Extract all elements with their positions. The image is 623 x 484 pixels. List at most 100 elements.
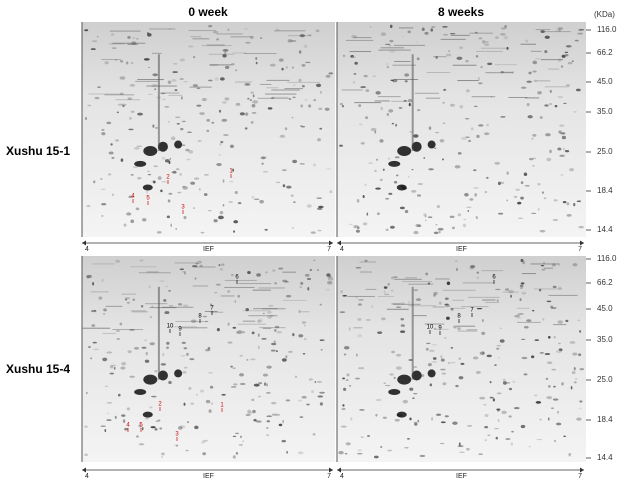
gel-streak bbox=[378, 49, 411, 51]
row-label: Xushu 15-4 bbox=[6, 362, 70, 376]
gel-spot bbox=[128, 128, 134, 131]
gel-streak bbox=[112, 329, 144, 331]
gel-spot bbox=[544, 104, 549, 107]
gel-spot bbox=[115, 259, 121, 263]
gel-spot bbox=[528, 71, 532, 75]
gel-spot bbox=[492, 398, 495, 402]
gel-spot bbox=[168, 305, 174, 307]
gel-spot bbox=[249, 99, 252, 101]
gel-spot bbox=[166, 215, 170, 219]
gel-spot bbox=[171, 171, 177, 174]
gel-spot bbox=[173, 170, 176, 174]
gel-spot bbox=[521, 356, 528, 360]
gel-spot bbox=[208, 371, 213, 374]
gel-spot bbox=[282, 184, 286, 188]
gel-spot bbox=[495, 436, 499, 440]
mw-label: 18.4 bbox=[597, 186, 613, 195]
gel-spot bbox=[314, 380, 317, 384]
gel-spot bbox=[238, 444, 244, 446]
spot-label: 8 bbox=[457, 314, 461, 320]
gel-spot bbox=[481, 331, 486, 335]
gel-spot bbox=[375, 91, 381, 95]
gel-spot bbox=[539, 418, 542, 421]
gel-spot bbox=[216, 327, 220, 332]
gel-streak bbox=[180, 327, 208, 329]
gel-spot bbox=[567, 61, 573, 65]
gel-spot bbox=[343, 387, 347, 391]
gel-spot bbox=[148, 285, 151, 289]
gel-spot bbox=[495, 36, 499, 40]
gel-spot bbox=[201, 97, 207, 102]
gel-spot bbox=[442, 26, 448, 28]
gel-streak bbox=[265, 93, 297, 95]
gel-spot bbox=[278, 58, 284, 62]
gel-spot bbox=[176, 444, 179, 447]
gel-spot bbox=[396, 411, 407, 418]
gel-spot bbox=[454, 260, 458, 262]
gel-spot bbox=[433, 291, 438, 295]
gel-streak bbox=[259, 327, 286, 329]
gel-spot bbox=[253, 418, 257, 422]
gel-streak bbox=[517, 321, 541, 323]
gel-spot bbox=[499, 339, 505, 343]
gel-spot bbox=[526, 103, 530, 107]
gel-spot bbox=[383, 382, 386, 384]
gel-spot bbox=[413, 365, 418, 368]
gel-spot bbox=[404, 73, 410, 77]
gel-spot bbox=[179, 58, 186, 62]
gel-spot bbox=[135, 207, 140, 211]
gel-streak bbox=[391, 303, 401, 305]
gel-spot bbox=[397, 146, 412, 156]
gel-streak bbox=[115, 99, 141, 101]
gel-streak bbox=[345, 39, 374, 41]
gel-streak bbox=[404, 277, 418, 279]
gel-spot bbox=[357, 303, 362, 306]
gel-spot bbox=[111, 47, 117, 50]
gel-spot bbox=[134, 160, 147, 167]
gel-spot bbox=[101, 215, 104, 217]
mw-label: 18.4 bbox=[597, 415, 613, 424]
gel-spot bbox=[235, 432, 240, 435]
gel-spot bbox=[270, 97, 275, 99]
gel-spot bbox=[523, 326, 529, 329]
gel-streak bbox=[210, 311, 224, 313]
gel-spot bbox=[231, 273, 234, 277]
gel-spot bbox=[327, 276, 332, 278]
gel-spot bbox=[385, 62, 389, 66]
gel-spot bbox=[358, 299, 364, 301]
gel-spot bbox=[539, 229, 546, 233]
gel-spot bbox=[494, 161, 501, 165]
gel-spot bbox=[535, 57, 541, 60]
gel-spot bbox=[427, 363, 432, 367]
gel-spot bbox=[192, 84, 199, 87]
gel-streak bbox=[347, 295, 375, 297]
gel-spot bbox=[366, 319, 371, 321]
gel-streak bbox=[341, 89, 363, 91]
gel-spot bbox=[479, 396, 486, 400]
gel-spot bbox=[196, 394, 198, 396]
gel-spot bbox=[160, 363, 167, 366]
gel-spot bbox=[271, 413, 278, 416]
gel-streak bbox=[209, 64, 219, 66]
gel-spot bbox=[400, 317, 404, 321]
gel-spot bbox=[269, 63, 276, 67]
gel-spot bbox=[577, 32, 584, 35]
gel-spot bbox=[449, 32, 456, 35]
gel-spot bbox=[224, 51, 227, 55]
gel-spot bbox=[398, 107, 403, 109]
gel-spot bbox=[298, 50, 302, 54]
gel-spot bbox=[482, 351, 484, 355]
gel-spot bbox=[194, 425, 199, 430]
gel-spot bbox=[411, 370, 422, 381]
gel-streak bbox=[517, 307, 530, 309]
gel-streak bbox=[135, 80, 158, 82]
gel-spot bbox=[359, 409, 365, 411]
gel-spot bbox=[561, 135, 567, 140]
gel-spot bbox=[366, 212, 369, 216]
gel-spot bbox=[483, 403, 487, 406]
ief-arrow bbox=[580, 467, 584, 473]
gel-spot bbox=[220, 140, 224, 144]
gel-streak bbox=[101, 59, 122, 61]
gel-spot bbox=[232, 455, 236, 459]
gel-spot bbox=[183, 366, 188, 369]
